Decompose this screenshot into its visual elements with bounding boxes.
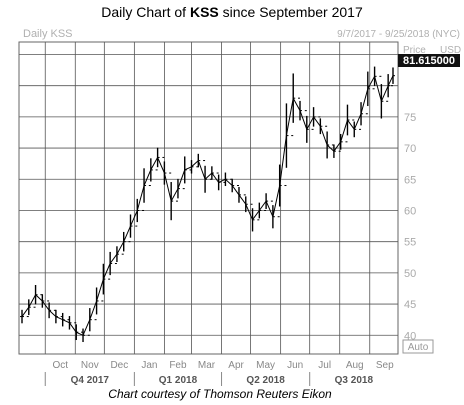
chart-caption: Chart courtesy of Thomson Reuters Eikon: [108, 387, 332, 401]
auto-button-label: Auto: [408, 342, 429, 353]
y-tick-label: 55: [404, 237, 416, 249]
price-line: [21, 74, 394, 336]
x-month-label: Jan: [141, 360, 157, 371]
x-quarter-label: Q3 2018: [335, 375, 374, 386]
x-month-label: Mar: [198, 360, 216, 371]
x-axis: Oct Nov Dec Jan Feb Mar Apr May Jun Jul Aug Sep Q4 2…: [44, 360, 394, 386]
y-tick-label: 60: [404, 205, 416, 217]
x-month-label: Oct: [52, 360, 68, 371]
x-month-label: Nov: [81, 360, 99, 371]
y-tick-label: 70: [404, 143, 416, 155]
usd-label: USD: [440, 45, 461, 56]
date-range: 9/7/2017 - 9/25/2018 (NYC): [337, 29, 460, 40]
chart-title: Daily Chart of KSS since September 2017: [101, 4, 363, 20]
y-axis: 40 45 50 55 60 65 70 75: [404, 112, 416, 342]
x-month-label: Jul: [318, 360, 331, 371]
panel-label: Daily KSS: [23, 28, 73, 40]
x-month-label: Jun: [287, 360, 303, 371]
x-quarter-label: Q2 2018: [246, 375, 285, 386]
last-value-box: [398, 54, 460, 67]
y-tick-label: 75: [404, 112, 416, 124]
gridlines: [19, 42, 398, 354]
y-tick-label: 65: [404, 174, 416, 186]
last-value-label: 81.615000: [403, 55, 455, 67]
x-month-label: Dec: [110, 360, 128, 371]
plot-frame: [18, 41, 399, 355]
auto-button[interactable]: [402, 339, 434, 354]
x-quarter-label: Q4 2017: [71, 375, 110, 386]
x-month-label: Sep: [376, 360, 394, 371]
price-series: [20, 66, 395, 343]
y-tick-label: 40: [404, 330, 416, 342]
x-month-label: Aug: [346, 360, 364, 371]
x-month-label: Feb: [169, 360, 187, 371]
x-month-label: May: [256, 360, 275, 371]
x-month-label: Apr: [228, 360, 244, 371]
x-quarter-label: Q1 2018: [159, 375, 198, 386]
y-tick-label: 50: [404, 268, 416, 280]
y-tick-label: 45: [404, 299, 416, 311]
price-label: Price: [403, 45, 426, 56]
